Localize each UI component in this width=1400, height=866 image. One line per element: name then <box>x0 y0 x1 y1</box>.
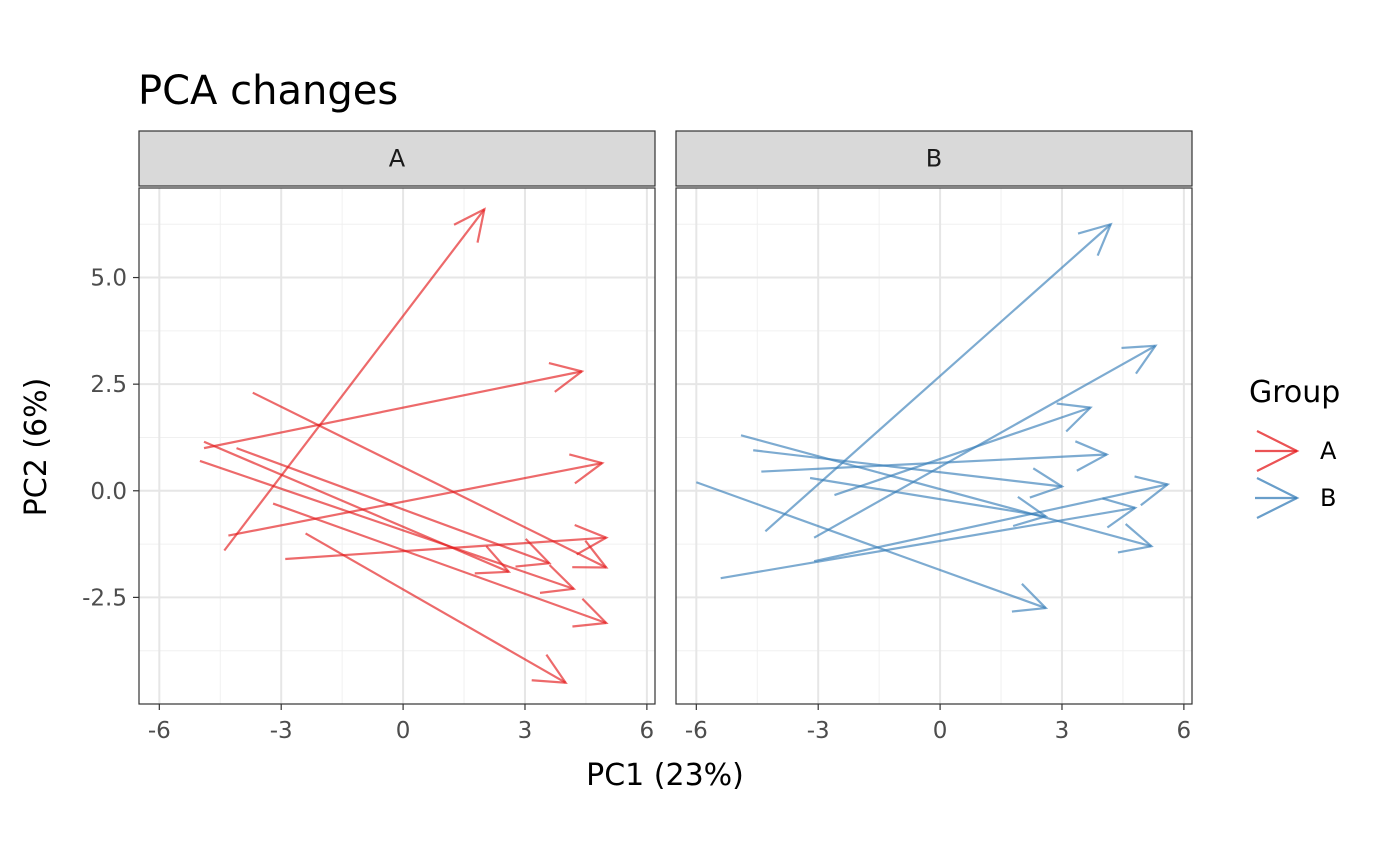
facet-panel-B: B -6 -3 0 3 6 <box>675 130 1193 744</box>
arrow-A-7 <box>236 447 552 568</box>
facet-strip-label: B <box>926 145 942 173</box>
arrow-head <box>1134 475 1171 507</box>
arrow-head <box>531 654 568 684</box>
panel-border <box>138 187 656 705</box>
legend-title: Group <box>1249 375 1340 410</box>
arrow-head <box>572 540 609 569</box>
arrow-shaft <box>203 370 583 450</box>
arrow-shaft <box>813 483 1168 563</box>
panel-border <box>675 187 1193 705</box>
arrow-head <box>474 545 512 575</box>
y-tick-label: -2.5 <box>82 585 127 611</box>
chart-title: PCA changes <box>138 68 398 114</box>
x-tick-label: -6 <box>148 718 171 744</box>
arrow-shaft <box>740 434 1152 548</box>
x-tick-label: 0 <box>933 718 948 744</box>
arrow-shaft <box>252 391 607 569</box>
facet-strip-label: A <box>389 145 406 173</box>
arrow-B-3 <box>761 440 1110 473</box>
arrow-head <box>572 597 609 628</box>
arrow-head <box>453 207 486 243</box>
arrow-shaft <box>809 476 1046 518</box>
arrow-B-7 <box>809 476 1049 528</box>
legend-key-arrow <box>1255 430 1300 472</box>
arrow-A-10 <box>305 532 568 684</box>
arrow-head <box>574 523 609 556</box>
x-tick-label: 3 <box>518 718 533 744</box>
arrow-shaft <box>695 481 1047 610</box>
arrow-head <box>1074 440 1110 472</box>
x-tick-label: 0 <box>396 718 411 744</box>
arrow-B-5 <box>753 449 1065 499</box>
legend-key-head <box>1256 430 1300 472</box>
arrow-B-2 <box>813 344 1158 539</box>
facet-strip <box>138 130 656 187</box>
y-tick-label: 0.0 <box>90 479 127 505</box>
x-tick-label: 6 <box>1177 718 1192 744</box>
legend: Group AB <box>1249 375 1340 519</box>
arrow-shaft <box>753 449 1063 488</box>
arrow-head <box>1117 523 1154 554</box>
arrow-B-10 <box>720 497 1138 580</box>
arrow-shaft <box>272 502 607 625</box>
arrow-B-8 <box>740 434 1154 554</box>
x-tick-label: -3 <box>270 718 293 744</box>
arrow-head <box>515 538 552 568</box>
arrow-shaft <box>203 440 510 573</box>
y-axis-title: PC2 (6%) <box>19 378 54 517</box>
facet-panels: A -6 -3 0 3 6 5.0 2.5 0.0 -2.5 B -6 -3 0 3 6 <box>82 130 1193 744</box>
arrow-shaft <box>236 447 550 565</box>
arrow-A-4 <box>285 523 609 561</box>
legend-label: A <box>1320 437 1337 465</box>
x-tick-label: -3 <box>807 718 830 744</box>
arrow-head <box>1011 583 1049 613</box>
x-axis-title: PC1 (23%) <box>586 758 744 793</box>
arrow-head <box>1121 344 1158 375</box>
arrow-A-5 <box>252 391 609 569</box>
x-tick-label: -6 <box>685 718 708 744</box>
legend-entry-A: A <box>1255 430 1337 472</box>
arrow-A-9 <box>272 502 609 628</box>
legend-label: B <box>1320 484 1336 512</box>
arrow-A-2 <box>203 361 585 450</box>
arrow-head <box>1077 222 1113 257</box>
facet-panel-A: A -6 -3 0 3 6 5.0 2.5 0.0 -2.5 <box>82 130 656 744</box>
x-tick-label: 6 <box>640 718 655 744</box>
arrow-A-1 <box>223 207 486 552</box>
facet-strip <box>675 130 1193 187</box>
arrow-head <box>569 453 605 485</box>
y-tick-label: 5.0 <box>90 266 127 292</box>
arrow-head <box>1012 495 1049 528</box>
arrow-A-8 <box>199 459 577 594</box>
arrow-A-3 <box>228 453 605 537</box>
arrow-head <box>548 361 585 393</box>
y-tick-label: 2.5 <box>90 372 127 398</box>
arrow-B-6 <box>695 481 1049 613</box>
arrow-head <box>539 564 577 594</box>
arrow-head <box>1029 467 1065 499</box>
legend-entry-B: B <box>1255 477 1336 519</box>
legend-key-arrow <box>1255 477 1300 519</box>
arrow-shaft <box>813 344 1156 539</box>
arrow-B-4 <box>834 402 1093 497</box>
arrow-shaft <box>761 453 1107 473</box>
arrow-shaft <box>720 506 1136 580</box>
arrow-shaft <box>228 461 603 537</box>
arrow-shaft <box>223 208 486 552</box>
arrow-shaft <box>305 532 567 684</box>
arrow-head <box>1102 497 1138 529</box>
arrow-shaft <box>834 406 1091 497</box>
legend-key-head <box>1256 477 1300 519</box>
arrow-shaft <box>199 459 575 590</box>
arrow-B-9 <box>813 475 1171 563</box>
arrow-head <box>1056 402 1093 433</box>
x-tick-label: 3 <box>1055 718 1070 744</box>
